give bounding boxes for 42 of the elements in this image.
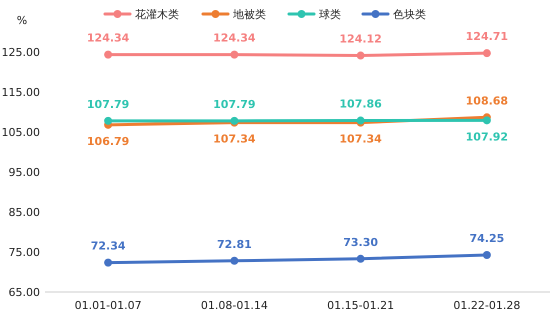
point [482, 251, 491, 259]
data-label: 124.71 [466, 30, 508, 44]
x-tick-label: 01.01-01.07 [74, 299, 142, 312]
data-label: 107.79 [213, 98, 256, 111]
y-axis-title: % [16, 14, 28, 27]
data-label: 106.79 [86, 134, 130, 148]
data-label: 107.92 [466, 130, 508, 144]
data-label: 124.34 [213, 32, 256, 45]
x-tick-label: 01.22-01.28 [453, 299, 520, 312]
legend-label: 色块类 [393, 8, 426, 21]
x-tick-label: 01.08-01.14 [200, 299, 268, 312]
point [230, 256, 238, 265]
legend-label: 花灌木类 [135, 8, 179, 21]
data-label: 74.25 [469, 232, 504, 245]
data-label: 107.79 [86, 98, 130, 111]
data-label: 124.12 [339, 32, 382, 46]
legend-label: 地被类 [232, 8, 266, 21]
point [104, 258, 112, 267]
point [230, 50, 238, 59]
point [356, 254, 365, 263]
data-label: 72.34 [90, 240, 126, 253]
y-tick-label: 105.00 [2, 126, 40, 139]
y-tick-label: 95.00 [8, 166, 40, 179]
y-tick-label: 75.00 [8, 246, 40, 259]
data-label: 107.34 [339, 132, 382, 146]
data-label: 124.34 [86, 32, 130, 45]
legend-label: 球类 [319, 8, 341, 21]
y-tick-label: 115.00 [2, 86, 40, 99]
point [104, 116, 112, 125]
data-label: 107.34 [213, 132, 256, 146]
y-tick-label: 85.00 [8, 206, 40, 219]
x-tick-label: 01.15-01.21 [327, 299, 394, 312]
data-label: 72.81 [216, 238, 252, 251]
data-label: 108.68 [466, 94, 508, 108]
data-label: 107.86 [339, 98, 382, 111]
point [482, 49, 491, 58]
point [482, 116, 491, 124]
point [104, 50, 112, 59]
point [356, 52, 365, 60]
y-tick-label: 125.00 [2, 46, 40, 59]
y-tick-label: 65.00 [8, 286, 40, 299]
data-label: 73.30 [343, 236, 378, 249]
